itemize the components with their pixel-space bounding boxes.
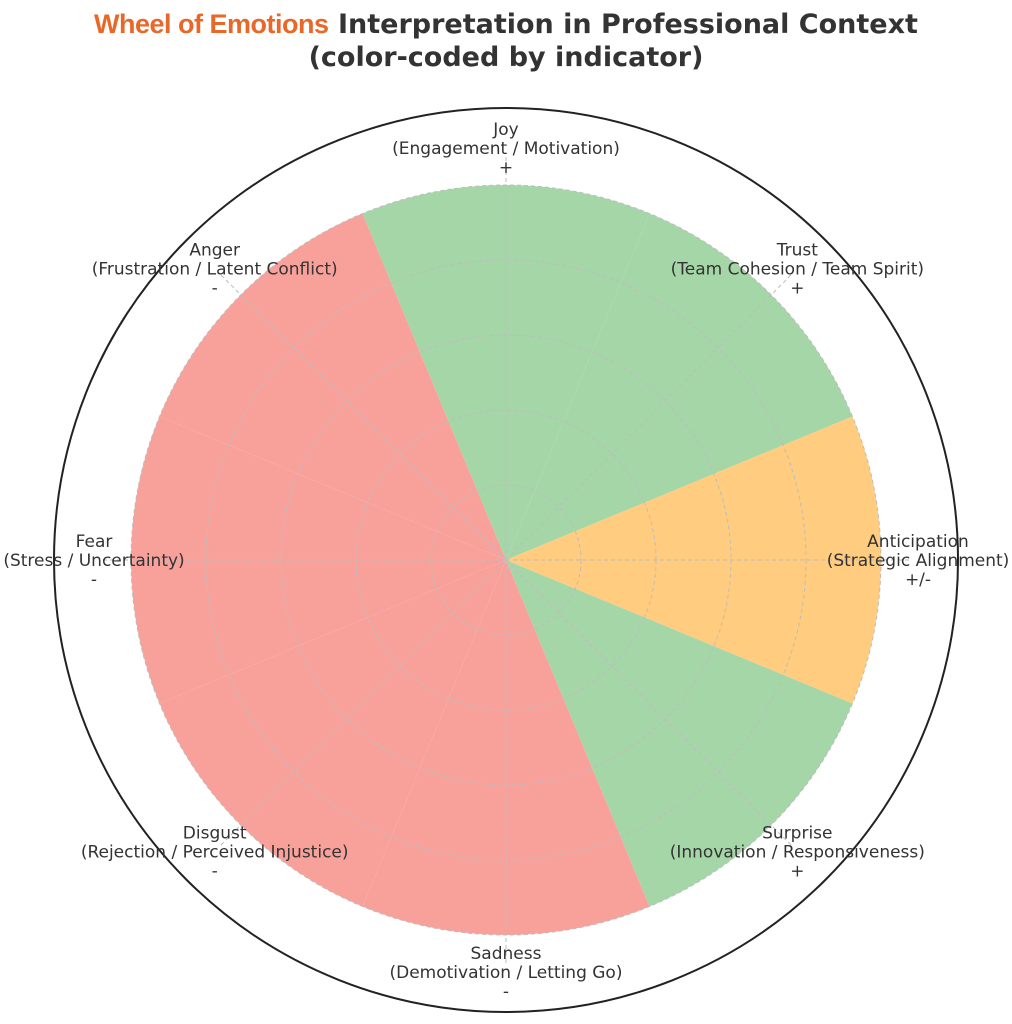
- label-sadness: Sadness(Demotivation / Letting Go)-: [390, 944, 623, 1002]
- sector-anticipation: [506, 416, 881, 704]
- label-indicator: +: [790, 861, 804, 881]
- label-meaning: (Stress / Uncertainty): [3, 551, 184, 571]
- label-indicator: -: [503, 982, 509, 1002]
- chart-title-line1: Wheel of Emotions Interpretation in Prof…: [0, 8, 1012, 41]
- label-meaning: (Team Cohesion / Team Spirit): [671, 260, 924, 280]
- label-disgust: Disgust(Rejection / Perceived Injustice)…: [81, 823, 349, 881]
- label-emotion: Surprise: [762, 823, 832, 843]
- label-anger: Anger(Frustration / Latent Conflict)-: [92, 241, 338, 299]
- grid-spoke: [218, 559, 507, 848]
- label-meaning: (Demotivation / Letting Go): [390, 963, 623, 983]
- label-emotion: Trust: [776, 241, 819, 261]
- chart-title: Wheel of Emotions Interpretation in Prof…: [0, 8, 1012, 74]
- label-emotion: Sadness: [471, 944, 542, 964]
- category-labels: Joy(Engagement / Motivation)+Trust(Team …: [3, 120, 1009, 1002]
- label-meaning: (Rejection / Perceived Injustice): [81, 842, 349, 862]
- label-surprise: Surprise(Innovation / Responsiveness)+: [670, 823, 925, 881]
- label-joy: Joy(Engagement / Motivation)+: [392, 120, 620, 178]
- chart-title-line1-rest: Interpretation in Professional Context: [337, 9, 918, 40]
- label-meaning: (Innovation / Responsiveness): [670, 842, 925, 862]
- label-indicator: -: [212, 279, 218, 299]
- label-indicator: +: [790, 279, 804, 299]
- label-indicator: +: [499, 158, 513, 178]
- outer-ring: [53, 107, 959, 1013]
- label-emotion: Joy: [492, 120, 518, 140]
- label-emotion: Anticipation: [867, 532, 969, 552]
- label-meaning: (Strategic Alignment): [827, 551, 1010, 571]
- chart-title-line2: (color-coded by indicator): [308, 42, 704, 73]
- label-emotion: Anger: [189, 241, 240, 261]
- grid-spoke: [505, 272, 794, 561]
- grid-spoke: [505, 559, 794, 848]
- sector-fear: [131, 416, 507, 704]
- chart-title-brand: Wheel of Emotions: [94, 9, 329, 39]
- label-indicator: -: [91, 570, 97, 590]
- polar-grid: [100, 154, 912, 966]
- label-emotion: Disgust: [183, 823, 247, 843]
- label-meaning: (Frustration / Latent Conflict): [92, 260, 338, 280]
- grid-circle: [430, 484, 582, 636]
- label-emotion: Fear: [76, 532, 113, 552]
- label-indicator: -: [212, 861, 218, 881]
- sector-joy: [362, 185, 650, 561]
- grid-circle: [205, 259, 807, 861]
- label-indicator: +/-: [905, 570, 931, 590]
- label-anticipation: Anticipation(Strategic Alignment)+/-: [827, 532, 1010, 590]
- label-fear: Fear(Stress / Uncertainty)-: [3, 532, 184, 590]
- label-trust: Trust(Team Cohesion / Team Spirit)+: [671, 241, 924, 299]
- label-meaning: (Engagement / Motivation): [392, 139, 620, 159]
- grid-spoke: [218, 272, 507, 561]
- sector-sadness: [362, 560, 650, 935]
